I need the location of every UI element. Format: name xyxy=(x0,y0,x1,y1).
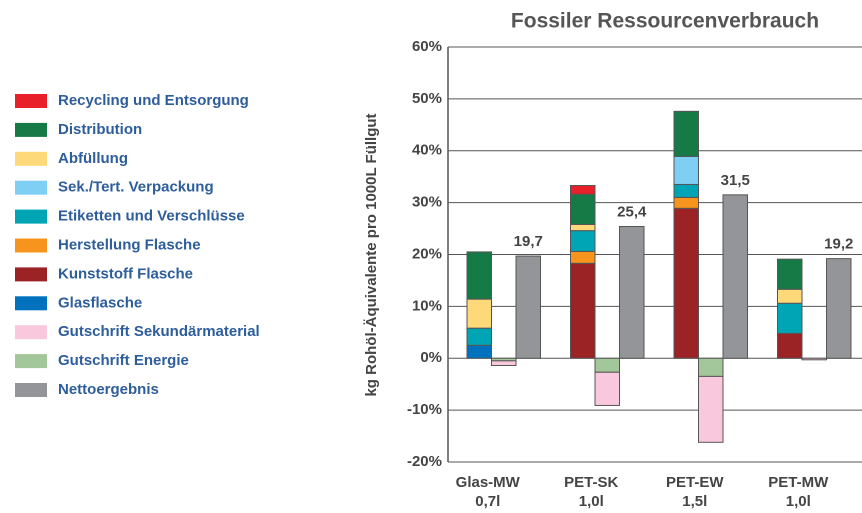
bar-segment xyxy=(698,357,724,377)
bar-segment xyxy=(777,288,803,304)
value-label: 19,2 xyxy=(824,236,853,253)
legend-swatch xyxy=(15,383,47,397)
legend-swatch xyxy=(15,325,47,340)
bar-segment xyxy=(777,302,803,334)
x-tick-label: Glas-MW xyxy=(456,474,521,491)
bar-segment xyxy=(570,185,596,195)
bar-segment xyxy=(594,371,620,406)
bar-segment xyxy=(698,375,724,443)
bar-segment xyxy=(570,250,596,264)
bar-segment xyxy=(722,194,748,359)
y-tick-label: 50% xyxy=(412,90,442,107)
y-tick-label: 0% xyxy=(420,349,442,366)
y-tick-label: 30% xyxy=(412,194,442,211)
bar-segment xyxy=(491,360,517,367)
y-tick-label: 60% xyxy=(412,38,442,55)
bar-segment xyxy=(570,230,596,252)
chart-title: Fossiler Ressourcenverbrauch xyxy=(511,10,819,33)
bar-segment xyxy=(673,155,699,185)
x-tick-label: PET-EW xyxy=(666,474,724,491)
y-tick-label: -20% xyxy=(407,453,442,470)
y-tick-label: -10% xyxy=(407,401,442,418)
bar-segment xyxy=(594,357,620,373)
bar-segment xyxy=(777,332,803,359)
legend-swatch xyxy=(15,267,47,282)
x-tick-label: PET-MW xyxy=(768,474,829,491)
bar-segment xyxy=(570,193,596,225)
legend-label: Sek./Tert. Verpackung xyxy=(58,179,214,196)
x-tick-sublabel: 1,0l xyxy=(579,493,604,510)
legend-swatch xyxy=(15,180,47,195)
x-tick-label: PET-SK xyxy=(564,474,618,491)
bar-segment xyxy=(673,207,699,359)
bar-segment xyxy=(777,258,803,290)
y-axis-label: kg Rohöl-Äquivalente pro 1000L Füllgut xyxy=(363,113,380,396)
legend-swatch xyxy=(15,354,47,369)
bar-segment xyxy=(673,183,699,198)
legend-label: Kunststoff Flasche xyxy=(58,265,193,282)
y-tick-label: 20% xyxy=(412,245,442,262)
legend-label: Herstellung Flasche xyxy=(58,236,201,253)
x-tick-sublabel: 1,5l xyxy=(682,493,707,510)
legend-label: Distribution xyxy=(58,121,142,138)
legend-swatch xyxy=(15,151,47,166)
bar-segment xyxy=(466,327,492,346)
legend-label: Etiketten und Verschlüsse xyxy=(58,208,245,225)
x-tick-sublabel: 0,7l xyxy=(475,493,500,510)
bar-segment xyxy=(801,357,827,361)
legend-swatch xyxy=(15,238,47,253)
bar-segment xyxy=(673,110,699,157)
value-label: 31,5 xyxy=(721,172,750,189)
y-tick-label: 10% xyxy=(412,297,442,314)
legend-label: Abfüllung xyxy=(58,150,128,167)
bar-segment xyxy=(466,298,492,329)
bar-segment xyxy=(515,255,541,359)
legend-swatch xyxy=(15,296,47,311)
bar-segment xyxy=(570,223,596,232)
legend-swatch xyxy=(15,94,47,108)
legend-label: Gutschrift Sekundärmaterial xyxy=(58,323,260,340)
x-tick-sublabel: 1,0l xyxy=(786,493,811,510)
value-label: 25,4 xyxy=(617,203,647,220)
y-tick-label: 40% xyxy=(412,142,442,159)
legend-label: Nettoergebnis xyxy=(58,381,159,398)
bar-segment xyxy=(619,225,645,359)
legend-label: Recycling und Entsorgung xyxy=(58,92,249,109)
value-label: 19,7 xyxy=(514,233,543,250)
legend-label: Glasflasche xyxy=(58,294,142,311)
bar-segment xyxy=(466,251,492,300)
legend-label: Gutschrift Energie xyxy=(58,352,189,369)
bar-segment xyxy=(826,258,852,359)
bar-segment xyxy=(570,262,596,359)
bar-segment xyxy=(466,344,492,359)
legend-swatch xyxy=(15,209,47,224)
bar-segment xyxy=(673,196,699,209)
legend-swatch xyxy=(15,122,47,137)
